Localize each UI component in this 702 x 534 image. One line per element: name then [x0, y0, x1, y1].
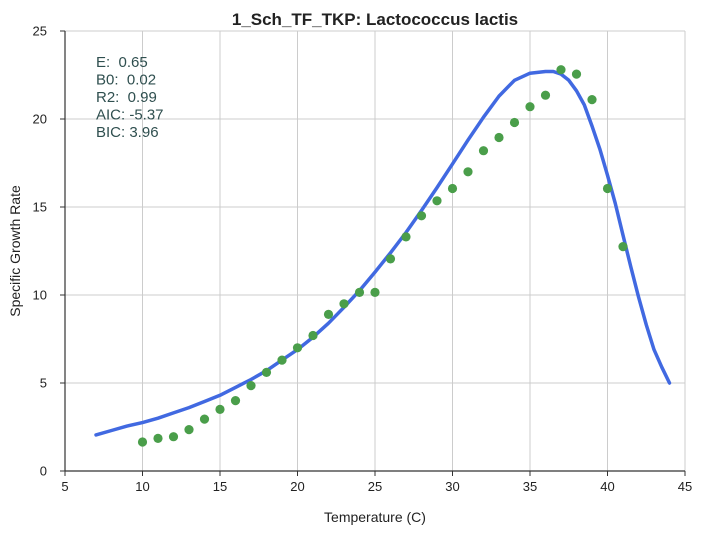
- x-tick-label: 40: [600, 479, 614, 494]
- data-point: [385, 254, 396, 264]
- x-tick-label: 35: [523, 479, 537, 494]
- data-point: [540, 90, 551, 100]
- fit-curve-line: [94, 69, 672, 437]
- fit-stat-line: B0: 0.02: [96, 72, 156, 89]
- y-axis-label: Specific Growth Rate: [7, 185, 23, 317]
- x-tick-label: 15: [213, 479, 227, 494]
- data-point: [602, 183, 613, 194]
- chart-title: 1_Sch_TF_TKP: Lactococcus lactis: [232, 10, 518, 29]
- data-point: [618, 242, 628, 252]
- data-point: [199, 414, 210, 424]
- data-point: [556, 65, 566, 75]
- data-point: [292, 343, 303, 353]
- data-point: [153, 433, 163, 443]
- y-tick-label: 15: [33, 200, 47, 215]
- series-layer: [94, 65, 672, 447]
- data-point: [230, 396, 241, 406]
- data-point: [432, 196, 442, 206]
- y-tick-label: 5: [40, 376, 47, 391]
- x-tick-label: 10: [135, 479, 149, 494]
- data-point: [509, 117, 520, 128]
- data-point: [478, 146, 489, 156]
- data-point: [447, 183, 458, 194]
- x-tick-label: 45: [678, 479, 692, 494]
- x-axis-label: Temperature (C): [324, 509, 426, 525]
- axes: [60, 30, 686, 476]
- data-point: [261, 367, 272, 377]
- fit-stat-line: AIC: -5.37: [96, 107, 164, 124]
- data-point: [137, 437, 148, 447]
- data-point: [370, 287, 380, 297]
- data-point: [246, 381, 256, 391]
- y-tick-label: 20: [33, 112, 47, 127]
- data-point: [494, 132, 504, 143]
- x-tick-label: 25: [368, 479, 382, 494]
- data-point: [416, 211, 427, 221]
- data-point: [463, 167, 473, 177]
- x-tick-label: 5: [61, 479, 68, 494]
- data-point: [525, 102, 535, 112]
- data-point: [215, 404, 225, 414]
- data-point: [339, 299, 349, 309]
- data-point: [401, 232, 411, 242]
- x-tick-label: 30: [445, 479, 459, 494]
- y-tick-labels: 0 5 10 15 20 25: [33, 24, 47, 479]
- y-tick-label: 0: [40, 464, 47, 479]
- data-point: [308, 330, 318, 341]
- y-tick-label: 10: [33, 288, 47, 303]
- fit-stat-line: E: 0.65: [96, 54, 148, 71]
- x-tick-labels: 5 10 15 20 25 30 35 40 45: [61, 479, 692, 494]
- data-point: [571, 69, 582, 79]
- data-point: [354, 287, 365, 297]
- fit-stat-line: R2: 0.99: [96, 89, 157, 106]
- y-tick-label: 25: [33, 24, 47, 39]
- fit-stat-line: BIC: 3.96: [96, 124, 159, 141]
- data-point: [168, 432, 179, 442]
- x-tick-label: 20: [290, 479, 304, 494]
- data-point: [323, 309, 334, 319]
- data-point: [587, 95, 597, 105]
- data-point: [184, 425, 194, 435]
- data-point: [277, 355, 287, 365]
